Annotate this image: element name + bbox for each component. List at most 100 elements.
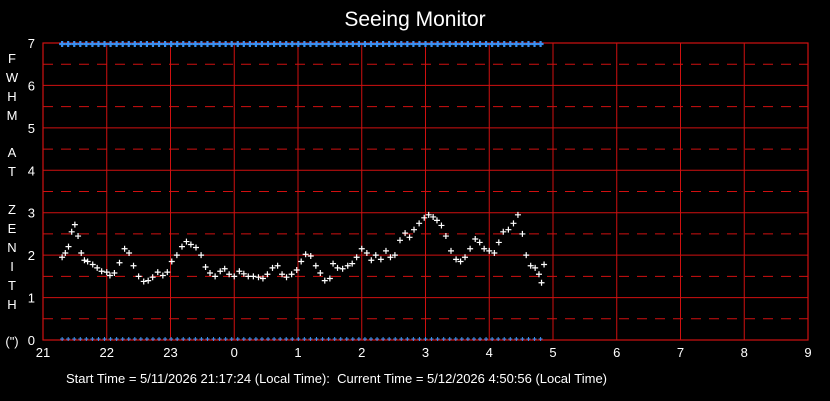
status-marker-bottom (72, 337, 77, 341)
data-point (212, 273, 219, 280)
status-marker-bottom (423, 337, 428, 341)
status-marker-top (325, 41, 332, 47)
status-marker-bottom (514, 337, 519, 341)
status-marker-bottom (266, 337, 271, 341)
data-point (111, 269, 118, 276)
data-point (491, 250, 498, 257)
data-point (397, 237, 403, 244)
status-marker-bottom (247, 337, 252, 341)
status-marker-top (222, 41, 229, 47)
data-point (274, 262, 281, 269)
status-marker-top (95, 41, 102, 47)
status-marker-bottom (278, 337, 283, 341)
data-point (283, 274, 290, 281)
data-point (62, 250, 69, 257)
status-marker-bottom (387, 337, 392, 341)
status-marker-bottom (144, 337, 149, 341)
data-point (302, 251, 309, 258)
data-point (510, 220, 517, 227)
y-axis-label-char: H (7, 296, 17, 312)
data-point (523, 252, 530, 259)
status-marker-top (186, 41, 193, 47)
status-marker-bottom (320, 337, 325, 341)
data-point (78, 250, 85, 257)
status-marker-bottom (66, 337, 71, 341)
status-marker-bottom (478, 337, 483, 341)
status-marker-bottom (405, 337, 410, 341)
status-marker-bottom (338, 337, 343, 341)
data-point (121, 245, 128, 252)
status-marker-top (307, 41, 314, 47)
data-point (240, 270, 247, 277)
data-point (486, 247, 493, 254)
data-point (89, 261, 96, 268)
status-marker-top (228, 41, 235, 47)
status-marker-bottom (490, 337, 495, 341)
data-point (457, 258, 464, 265)
status-marker-top (410, 41, 417, 47)
data-point (453, 256, 460, 263)
status-marker-bottom (181, 337, 186, 341)
data-point (326, 275, 333, 282)
data-point (173, 252, 180, 259)
status-marker-top (137, 41, 144, 47)
data-point (495, 239, 502, 246)
y-axis-label-char: H (7, 88, 17, 104)
status-marker-top (337, 41, 344, 47)
time-footer: Start Time = 5/11/2026 21:17:24 (Local T… (66, 371, 607, 386)
status-marker-top (107, 41, 114, 47)
status-marker-top (380, 41, 387, 47)
data-point (187, 241, 194, 248)
status-marker-top (180, 41, 187, 47)
data-point (334, 264, 341, 271)
data-point (202, 264, 209, 271)
data-point (344, 262, 351, 269)
status-marker-top (131, 41, 138, 47)
data-point (425, 211, 432, 218)
status-marker-top (537, 41, 544, 47)
status-marker-top (162, 41, 169, 47)
y-axis-label-char: Z (8, 202, 16, 218)
x-tick-label: 4 (486, 345, 493, 360)
x-tick-label: 23 (163, 345, 177, 360)
status-marker-bottom (393, 337, 398, 341)
status-marker-top (271, 41, 278, 47)
status-marker-bottom (169, 337, 174, 341)
status-marker-top (149, 41, 156, 47)
data-point (198, 252, 205, 259)
data-point (245, 273, 252, 280)
y-axis-label: F W H M A T Z E N I T H (") (3, 50, 21, 352)
data-point (538, 279, 545, 286)
status-marker-bottom (538, 337, 543, 341)
status-marker-top (343, 41, 350, 47)
status-marker-top (458, 41, 465, 47)
status-marker-bottom (205, 337, 210, 341)
status-marker-top (331, 41, 338, 47)
x-tick-label: 6 (613, 345, 620, 360)
data-point (293, 266, 300, 273)
y-tick-label: 4 (28, 163, 35, 178)
status-marker-top (65, 41, 72, 47)
data-point (183, 238, 190, 245)
x-tick-label: 5 (549, 345, 556, 360)
data-point (84, 258, 91, 265)
status-marker-bottom (362, 337, 367, 341)
status-marker-top (143, 41, 150, 47)
data-point (98, 268, 105, 275)
status-marker-top (386, 41, 393, 47)
status-marker-top (258, 41, 265, 47)
data-point (250, 273, 257, 280)
status-marker-bottom (84, 337, 89, 341)
status-marker-top (404, 41, 411, 47)
data-point (269, 264, 276, 271)
status-marker-bottom (253, 337, 258, 341)
data-point (317, 269, 324, 276)
status-marker-top (216, 41, 223, 47)
status-marker-top (392, 41, 399, 47)
status-marker-top (283, 41, 290, 47)
status-marker-bottom (284, 337, 289, 341)
status-marker-bottom (223, 337, 228, 341)
data-point (130, 262, 137, 269)
status-marker-bottom (368, 337, 373, 341)
data-point (519, 230, 526, 237)
